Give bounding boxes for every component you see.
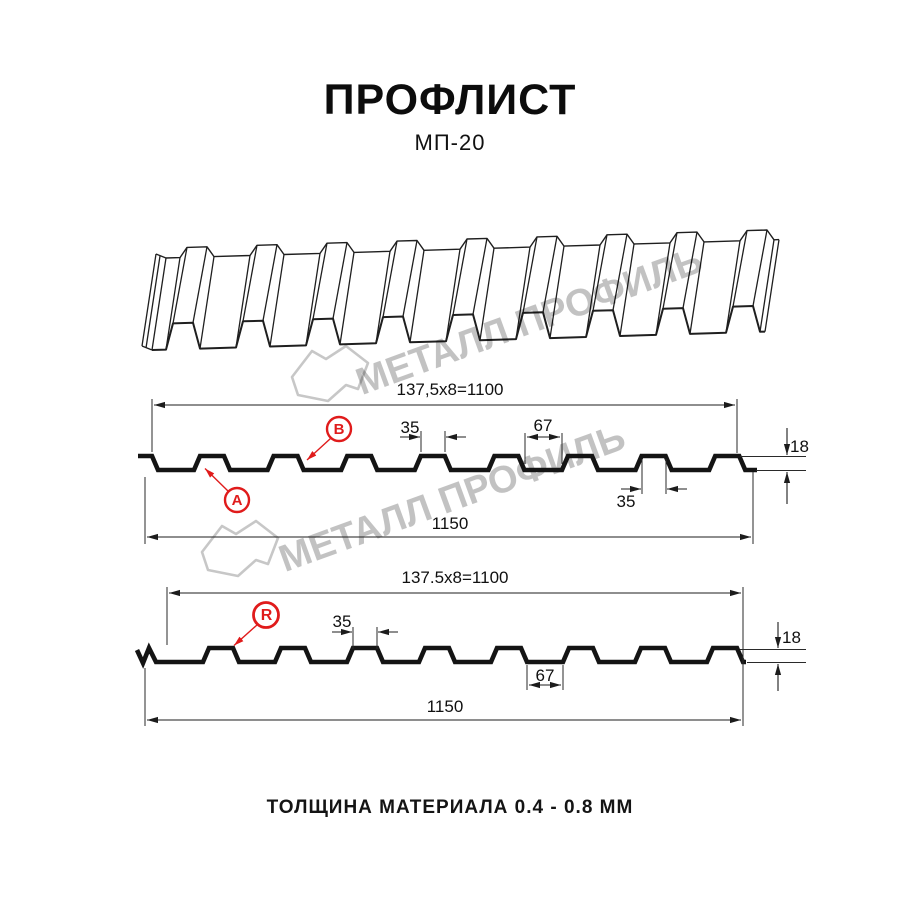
section2-overall-width-dimension: 1150 [426,697,464,716]
callout-marks [204,415,353,647]
section1-overall-width-dimension: 1150 [431,514,469,533]
section2-pitch-dimension: 137.5x8=1100 [401,568,509,587]
profile-model-subtitle: МП-20 [414,130,486,155]
dimension-lines [147,401,791,724]
section1-profile-outline [138,453,757,473]
section1-rib-top-dimension: 35 [400,418,420,437]
section2-profile-outline [134,642,746,669]
section2-height-dimension: 18 [782,628,801,647]
section1-valley-dimension: 67 [533,416,553,435]
section1-label-a: A [231,492,243,509]
page-title: ПРОФЛИСТ [323,76,577,124]
section2-rib-top-dimension: 35 [332,612,352,631]
section1-rib-bottom-dimension: 35 [616,492,636,511]
material-thickness-note: ТОЛЩИНА МАТЕРИАЛА 0.4 - 0.8 ММ [266,797,634,818]
section2-valley-dimension: 67 [535,666,555,685]
section1-pitch-dimension: 137,5x8=1100 [396,380,504,399]
section1-height-dimension: 18 [790,437,809,456]
section2-label-r: R [260,607,273,624]
section1-label-b: B [333,421,345,438]
extension-lines [144,399,806,726]
